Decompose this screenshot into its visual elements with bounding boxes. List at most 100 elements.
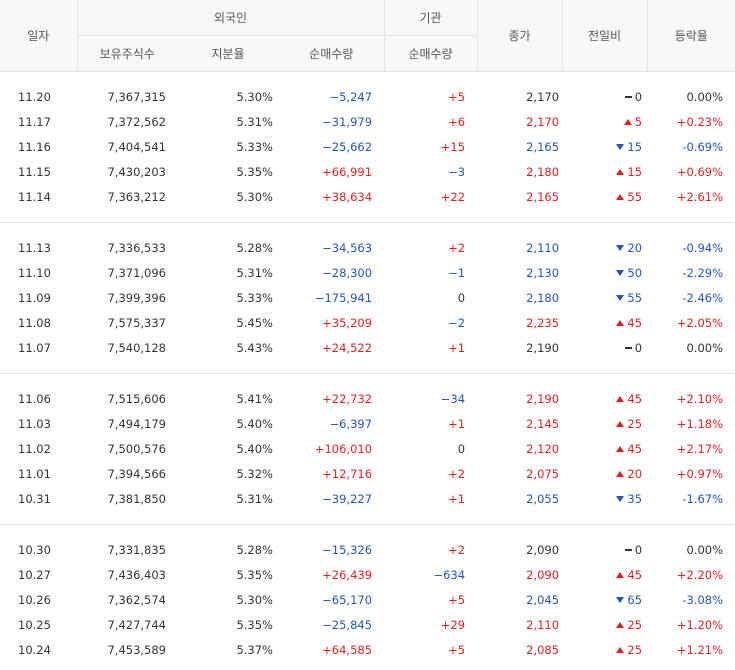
rate-cell: +1.20% [676,617,724,632]
foreign-net-cell: −5,247 [329,89,373,104]
date-cell: 11.03 [18,416,51,431]
change-value: 45 [627,567,643,582]
table-row: 10.26 7,362,574 5.30% −65,170 +5 2,045 65 -3.08… [0,587,735,612]
header-change: 전일비 [561,0,648,72]
table-row: 11.01 7,394,566 5.32% +12,716 +2 2,075 20 +0.97… [0,461,735,486]
change-value: 45 [627,315,643,330]
change-value: 65 [627,592,643,607]
table-body: 11.20 7,367,315 5.30% −5,247 +5 2,170 0 0.00% 11… [0,72,735,663]
change-value: 45 [627,441,643,456]
triangle-up-icon [616,571,625,578]
change-cell: 55 [562,285,647,310]
close-cell: 2,190 [526,340,560,355]
rate-cell: -3.08% [682,592,724,607]
inst-net-cell: +29 [440,617,466,632]
change-value: 15 [627,164,643,179]
close-cell: 2,090 [526,567,560,582]
header-shares: 보유주식수 [76,35,177,72]
rate-cell: +0.69% [676,164,724,179]
shares-cell: 7,363,212 [107,189,166,204]
rate-cell: +0.23% [676,114,724,129]
ratio-cell: 5.35% [236,164,273,179]
separator-cell [0,209,735,223]
date-cell: 10.30 [18,542,51,557]
inst-net-cell: +5 [448,642,466,657]
table-row: 11.09 7,399,396 5.33% −175,941 0 2,180 55 -2.46… [0,285,735,310]
change-cell: 50 [562,260,647,285]
foreign-net-cell: +35,209 [322,315,373,330]
triangle-up-icon [616,420,625,427]
change-cell: 25 [562,637,647,662]
header-inst-net: 순매수량 [383,35,478,72]
dash-icon [624,548,632,551]
change-cell: 25 [562,612,647,637]
change-cell: 65 [562,587,647,612]
date-cell: 11.07 [18,340,51,355]
rate-cell: 0.00% [686,542,724,557]
ratio-cell: 5.31% [236,491,273,506]
rate-cell: +2.10% [676,391,724,406]
close-cell: 2,090 [526,542,560,557]
change-value: 0 [634,542,643,557]
shares-cell: 7,540,128 [107,340,166,355]
date-cell: 11.14 [18,189,51,204]
shares-cell: 7,331,835 [107,542,166,557]
rate-cell: +2.20% [676,567,724,582]
separator-cell [0,223,735,236]
table-row: 11.13 7,336,533 5.28% −34,563 +2 2,110 20 -0.94… [0,235,735,260]
close-cell: 2,170 [526,114,560,129]
triangle-down-icon [616,294,625,301]
shares-cell: 7,362,574 [107,592,166,607]
table-row: 10.24 7,453,589 5.37% +64,585 +5 2,085 25 +1.21… [0,637,735,662]
ratio-cell: 5.45% [236,315,273,330]
triangle-up-icon [616,319,625,326]
inst-net-cell: +2 [448,466,466,481]
group-separator [0,511,735,525]
close-cell: 2,190 [526,391,560,406]
ratio-cell: 5.32% [236,466,273,481]
inst-net-cell: −2 [448,315,466,330]
inst-net-cell: +2 [448,240,466,255]
date-cell: 10.24 [18,642,51,657]
table-row: 11.16 7,404,541 5.33% −25,662 +15 2,165 15 -0.6… [0,134,735,159]
shares-cell: 7,436,403 [107,567,166,582]
foreign-net-cell: −6,397 [329,416,373,431]
shares-cell: 7,494,179 [107,416,166,431]
table-row: 11.10 7,371,096 5.31% −28,300 −1 2,130 50 -2.29… [0,260,735,285]
foreign-net-cell: +64,585 [322,642,373,657]
close-cell: 2,075 [526,466,560,481]
change-value: 0 [634,89,643,104]
change-cell: 15 [562,159,647,184]
change-cell: 55 [562,184,647,209]
close-cell: 2,165 [526,139,560,154]
shares-cell: 7,427,744 [107,617,166,632]
rate-cell: -2.29% [682,265,724,280]
ratio-cell: 5.30% [236,189,273,204]
close-cell: 2,110 [526,617,560,632]
change-value: 15 [627,139,643,154]
foreign-net-cell: −25,845 [322,617,373,632]
shares-cell: 7,336,533 [107,240,166,255]
foreign-net-cell: −31,979 [322,114,373,129]
table-row: 10.30 7,331,835 5.28% −15,326 +2 2,090 0 0.00% [0,537,735,562]
ratio-cell: 5.37% [236,642,273,657]
ratio-cell: 5.33% [236,290,273,305]
rate-cell: -2.46% [682,290,724,305]
rate-cell: +2.05% [676,315,724,330]
foreign-net-cell: −175,941 [314,290,373,305]
date-cell: 11.16 [18,139,51,154]
date-cell: 11.01 [18,466,51,481]
change-value: 50 [627,265,643,280]
rate-cell: +2.17% [676,441,724,456]
ratio-cell: 5.31% [236,114,273,129]
foreign-net-cell: +22,732 [322,391,373,406]
shares-cell: 7,372,562 [107,114,166,129]
inst-net-cell: +1 [448,416,466,431]
inst-net-cell: −3 [448,164,466,179]
change-value: 25 [627,416,643,431]
rate-cell: +1.21% [676,642,724,657]
triangle-up-icon [616,646,625,653]
separator-cell [0,360,735,374]
triangle-up-icon [616,193,625,200]
